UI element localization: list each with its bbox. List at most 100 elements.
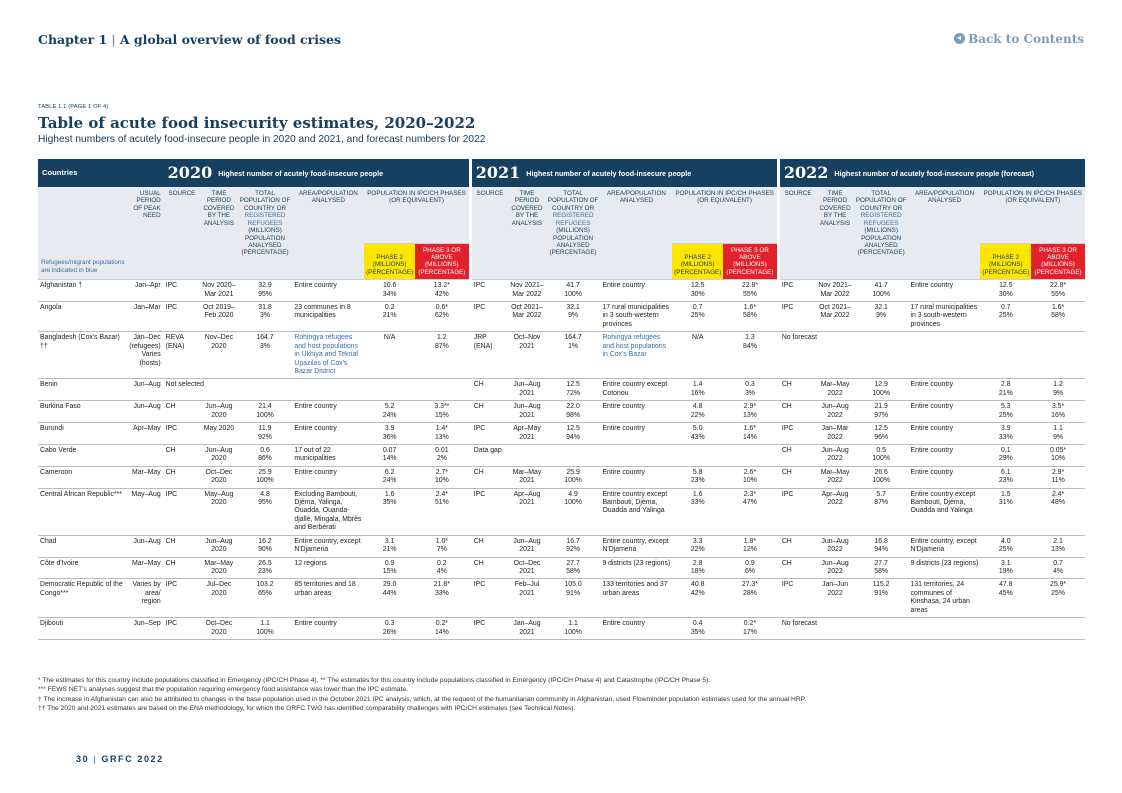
area-analysed: 17 out of 22 municipalities [294, 446, 336, 463]
total-population: 21.9 97% [874, 403, 889, 419]
country-name: Burkina Faso [40, 403, 81, 411]
area-analysed: 131 territories, 24 communes of Kinshasa… [910, 581, 970, 614]
phase2-value: 3.1 21% [382, 537, 397, 554]
phase3-value: 1.4* 13% [434, 425, 449, 441]
peak-need: May–Aug [131, 490, 161, 498]
peak-need: Jun–Sep [133, 620, 161, 628]
phase2-value: N/A [383, 334, 396, 342]
source: CH [781, 381, 792, 389]
time-period: Mar–May 2022 [820, 381, 850, 397]
phase2-value: 0.7 25% [690, 304, 705, 320]
area-analysed: 17 rural municipalities in 3 south-weste… [910, 304, 978, 328]
phase3-value: 22.8* 55% [741, 282, 758, 298]
country-name: Benin [40, 381, 58, 389]
area-analysed: Entire country [294, 620, 337, 628]
phase3-value: 13.2* 42% [433, 282, 450, 298]
table-row: Cameroon Mar–May CH Oct–Dec 2020 25.9 100% Ent… [38, 466, 1085, 489]
peak-need: Jun–Aug [133, 403, 161, 411]
phase2-value: 3.9 33% [998, 425, 1013, 441]
area-header: AREA/POPULATION ANALYSED [908, 187, 981, 281]
area-analysed: Entire country, except N'Djamena [602, 537, 669, 554]
total-population: 0.5 100% [872, 446, 890, 463]
time-period: Feb–Jul 2021 [514, 581, 540, 597]
total-population: 32.1 9% [874, 304, 888, 320]
time-period-header: TIME PERIOD COVERED BY THE ANALYSIS [200, 187, 238, 281]
time-period: May–Aug 2020 [204, 490, 234, 507]
chapter-heading: Chapter 1 | A global overview of food cris… [38, 32, 342, 47]
peak-need [127, 444, 164, 466]
back-arrow-icon [954, 33, 966, 44]
time-period: Jun–Aug 2022 [821, 537, 849, 554]
area-analysed: Entire country [910, 381, 954, 389]
source: CH [781, 559, 792, 567]
area-analysed: Entire country, except N'Djamena [294, 537, 361, 554]
area-analysed: 85 territories and 18 urban areas [294, 581, 356, 597]
area-analysed: Entire country [294, 468, 337, 476]
table-row: Central African Republic*** May–Aug IPC May… [38, 488, 1085, 536]
area-analysed: Excluding Bambouti, Djéma, Yalinga, Ouad… [294, 490, 362, 532]
area-analysed: Entire country except Bambouti, Djéma, O… [910, 490, 976, 515]
area-analysed: Entire country except Cotonou [602, 381, 668, 397]
peak-need-header: USUAL PERIOD OF PEAK NEED [127, 187, 164, 281]
country-name: Chad [40, 537, 57, 545]
phase3-value: 2.6* 10% [743, 468, 757, 485]
phase3-value: 2.9* 13% [743, 403, 757, 419]
total-population: 26.6 100% [872, 468, 890, 485]
phase3-value: 1.3 84% [743, 334, 757, 350]
phase3-value: 2.1 13% [1051, 537, 1065, 554]
country-name: Côte d'Ivoire [40, 559, 79, 567]
footnote: † The increase in Afghanistan can also b… [38, 695, 807, 703]
time-period: Jun–Aug 2022 [821, 446, 849, 463]
area-analysed: Entire country [910, 282, 954, 290]
footnotes: * The estimates for this country include… [38, 676, 1088, 713]
phase3-value: 2.9* 11% [1051, 468, 1065, 485]
phase3-header: PHASE 3 OR ABOVE (MILLIONS) (PERCENTAGE) [723, 243, 777, 281]
time-period: Jun–Aug 2020 [205, 537, 233, 554]
food-insecurity-table: Countries 2020 Highest number of acutely … [38, 159, 1085, 640]
report-name: GRFC 2022 [101, 754, 164, 764]
source-header: SOURCE [471, 187, 509, 281]
phase3-value: 0.2* 14% [434, 620, 449, 636]
time-period-header: TIME PERIOD COVERED BY THE ANALYSIS [816, 187, 854, 281]
no-data-note: Not selected [165, 381, 204, 389]
phase3-value: 2.4* 48% [1051, 490, 1065, 507]
area-analysed: Entire country [294, 282, 337, 290]
phase2-value: 12.5 30% [690, 282, 705, 298]
total-population-header: TOTAL POPULATION OF COUNTRY OR REGISTERED… [853, 187, 909, 281]
country-name: Cabo Verde [40, 446, 77, 454]
phase3-value: 27.3* 28% [741, 581, 758, 597]
source: IPC [781, 425, 794, 433]
time-period: Jan–Aug 2021 [513, 620, 541, 636]
phase3-value: 0.3 3% [744, 381, 755, 397]
source: IPC [473, 425, 486, 433]
phase2-value: 0.7 25% [998, 304, 1013, 320]
country-name: Angola [40, 304, 62, 312]
phase3-header: PHASE 3 OR ABOVE (MILLIONS) (PERCENTAGE) [414, 243, 469, 281]
area-analysed: Entire country [602, 282, 645, 290]
time-period: Apr–Aug 2022 [821, 490, 849, 507]
population-phases-header: POPULATION IN IPC/CH PHASES (OR EQUIVALE… [364, 187, 469, 244]
time-period: Apr–May 2021 [513, 425, 541, 441]
time-period: Oct–Dec 2020 [205, 468, 233, 485]
phase3-value: 3.5* 16% [1051, 403, 1065, 419]
peak-need: Jun–Aug [133, 537, 161, 545]
country-name: Burundi [40, 425, 64, 433]
total-population: 12.5 94% [566, 425, 580, 441]
phase3-value: 1.6* 58% [1051, 304, 1065, 320]
footnote: * The estimates for this country include… [38, 677, 711, 684]
phase3-value: 1.2 9% [1053, 381, 1064, 397]
area-analysed: 23 communes in 8 municipalities [294, 304, 351, 320]
phase2-value: 5.3 25% [998, 403, 1013, 419]
total-population: 164.7 3% [256, 334, 274, 350]
phase3-value: 1.6* 14% [743, 425, 757, 441]
source: CH [165, 537, 176, 545]
phase2-value: 5.8 23% [690, 468, 705, 485]
time-period: Oct–Dec 2020 [205, 620, 233, 636]
phase2-value: 5.0 43% [690, 425, 705, 441]
total-population: 32.1 9% [566, 304, 580, 320]
total-population: 27.7 58% [566, 559, 580, 575]
total-population: 0.6 86% [258, 446, 272, 463]
back-to-contents-link[interactable]: Back to Contents [954, 32, 1084, 46]
phase2-header: PHASE 2 (MILLIONS) (PERCENTAGE) [672, 243, 724, 281]
peak-need: Mar–May [131, 468, 161, 476]
